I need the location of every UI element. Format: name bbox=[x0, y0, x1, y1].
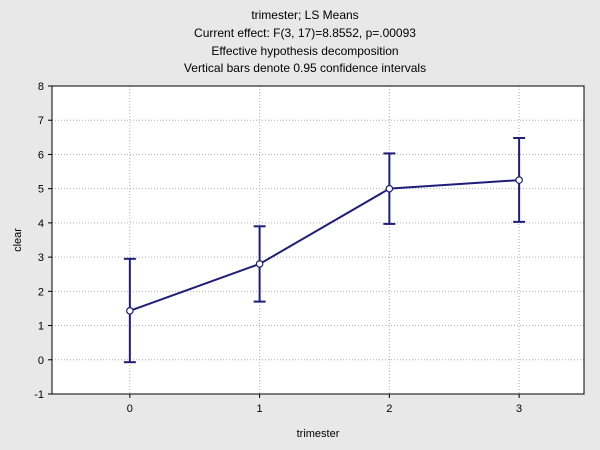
y-tick-label: 3 bbox=[38, 252, 44, 264]
data-points bbox=[126, 176, 523, 315]
x-axis-ticks: 0 1 2 3 bbox=[127, 394, 522, 415]
title-line-1: trimester; LS Means bbox=[251, 8, 358, 22]
x-tick-label: 1 bbox=[257, 403, 263, 415]
x-tick-label: 0 bbox=[127, 403, 133, 415]
data-point bbox=[385, 184, 394, 193]
plot-frame bbox=[51, 85, 585, 395]
data-point bbox=[515, 176, 523, 184]
data-point bbox=[126, 307, 134, 315]
x-tick-label: 2 bbox=[386, 403, 392, 415]
y-tick-label: 5 bbox=[38, 184, 44, 196]
y-axis-ticks: 8 7 6 5 4 3 2 1 0 -1 bbox=[34, 81, 52, 401]
series-line bbox=[129, 179, 520, 312]
y-axis-label: clear bbox=[12, 228, 24, 252]
title-line-2: Current effect: F(3, 17)=8.8552, p=.0009… bbox=[194, 26, 416, 40]
y-tick-label: 6 bbox=[38, 149, 44, 161]
y-tick-label: 1 bbox=[38, 321, 44, 333]
title-line-4: Vertical bars denote 0.95 confidence int… bbox=[184, 61, 426, 75]
y-tick-label: -1 bbox=[34, 389, 44, 401]
series-polyline bbox=[129, 179, 520, 312]
plot-area bbox=[52, 86, 584, 394]
title-line-3: Effective hypothesis decomposition bbox=[211, 44, 398, 58]
x-tick-label: 3 bbox=[516, 403, 522, 415]
y-tick-label: 8 bbox=[38, 81, 44, 93]
chart-title: trimester; LS Means Current effect: F(3,… bbox=[184, 8, 426, 75]
data-point bbox=[255, 260, 264, 268]
y-tick-label: 0 bbox=[38, 355, 44, 367]
y-tick-label: 2 bbox=[38, 286, 44, 298]
y-tick-label: 7 bbox=[38, 115, 44, 127]
y-tick-label: 4 bbox=[38, 218, 44, 230]
x-axis-label: trimester bbox=[297, 428, 340, 440]
